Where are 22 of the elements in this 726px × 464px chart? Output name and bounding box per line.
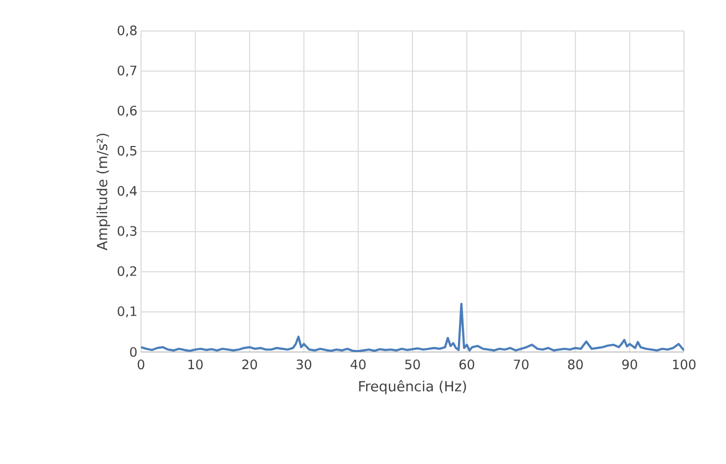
y-axis-title: Amplitude (m/s²) <box>96 134 110 250</box>
x-tick-label: 40 <box>350 360 366 370</box>
x-tick-label: 100 <box>673 360 696 370</box>
x-axis-title: Frequência (Hz) <box>359 380 466 394</box>
y-tick-label: 0,4 <box>118 186 137 198</box>
y-tick-label: 0,3 <box>118 226 136 238</box>
x-tick-label: 30 <box>296 360 312 370</box>
x-tick-label: 60 <box>459 360 474 370</box>
x-tick-label: 20 <box>242 360 257 370</box>
y-tick-label: 0,5 <box>118 146 136 157</box>
y-tick-label: 0,1 <box>118 306 136 318</box>
x-tick-label: 80 <box>568 360 583 370</box>
x-tick-label: 0 <box>138 360 144 370</box>
x-tick-label: 50 <box>405 360 420 370</box>
y-tick-label: 0,8 <box>118 25 137 37</box>
y-tick-label: 0,7 <box>118 66 136 77</box>
x-tick-label: 10 <box>188 360 203 370</box>
x-tick-label: 90 <box>622 360 638 370</box>
y-tick-label: 0,2 <box>118 266 136 278</box>
x-tick-label: 70 <box>514 360 528 370</box>
y-tick-label: 0,6 <box>118 106 137 117</box>
y-tick-label: 0 <box>130 347 137 357</box>
